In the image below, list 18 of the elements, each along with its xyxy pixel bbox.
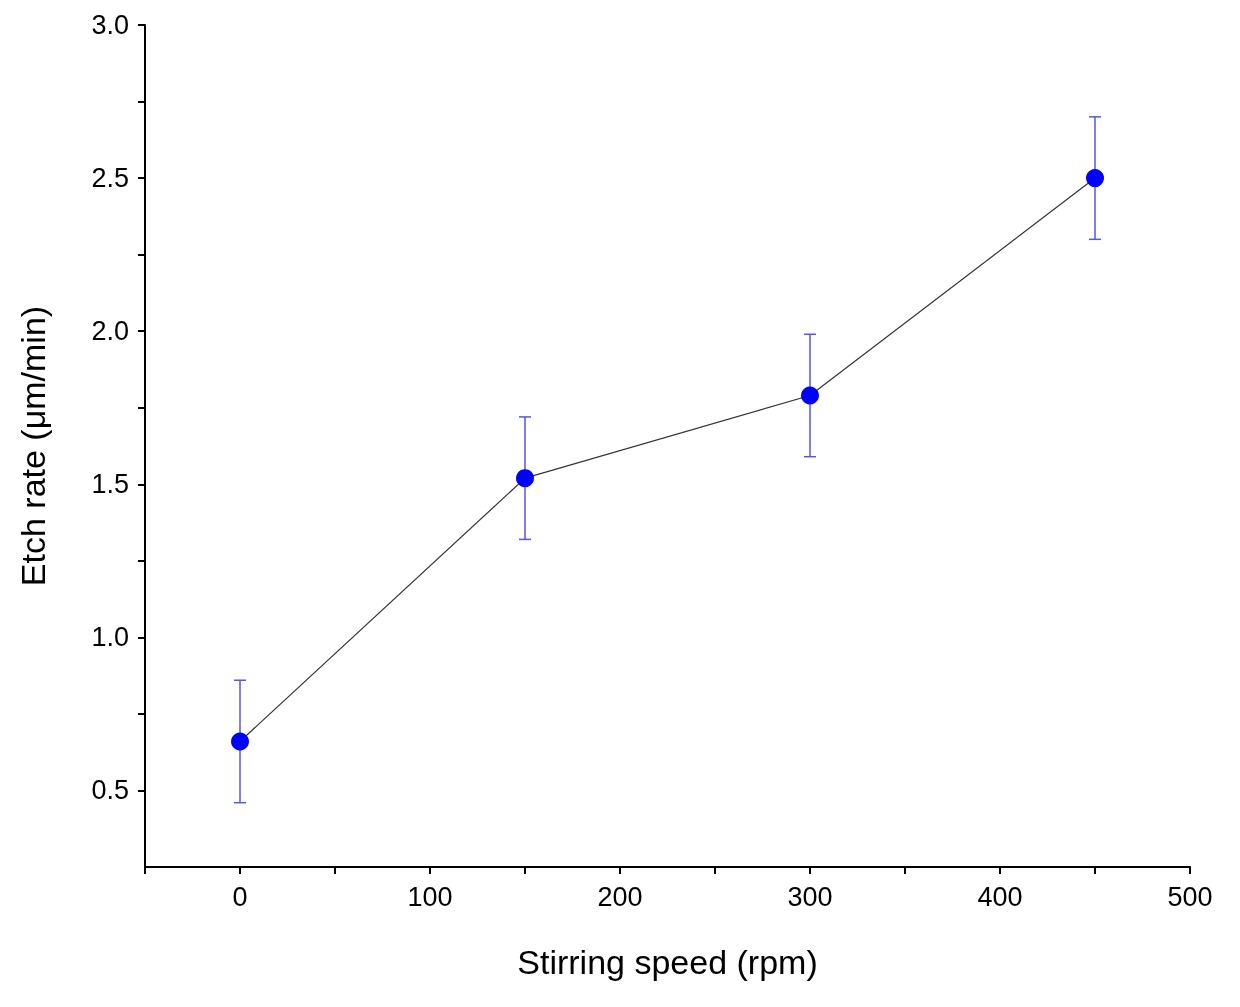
x-axis-title: Stirring speed (rpm) [517, 943, 818, 981]
y-axis-title: Etch rate (μm/min) [14, 305, 52, 587]
point [231, 732, 249, 751]
y-tick-label: 3.0 [91, 10, 129, 40]
x-tick-label: 0 [232, 881, 248, 912]
y-tick-label: 2.5 [91, 163, 129, 194]
x-tick-label: 400 [977, 881, 1023, 912]
x-tick-label: 300 [787, 881, 833, 912]
point [1086, 169, 1104, 188]
x-tick-label: 200 [597, 881, 643, 912]
point [516, 469, 534, 488]
x-tick-label: 100 [407, 881, 453, 912]
x-tick-label: 500 [1167, 881, 1213, 912]
y-tick-label: 2.0 [91, 316, 129, 347]
y-tick-label: 1.0 [91, 622, 129, 653]
point [801, 386, 819, 405]
y-tick-label: 1.5 [91, 469, 129, 500]
y-tick-label: 0.5 [91, 775, 129, 806]
